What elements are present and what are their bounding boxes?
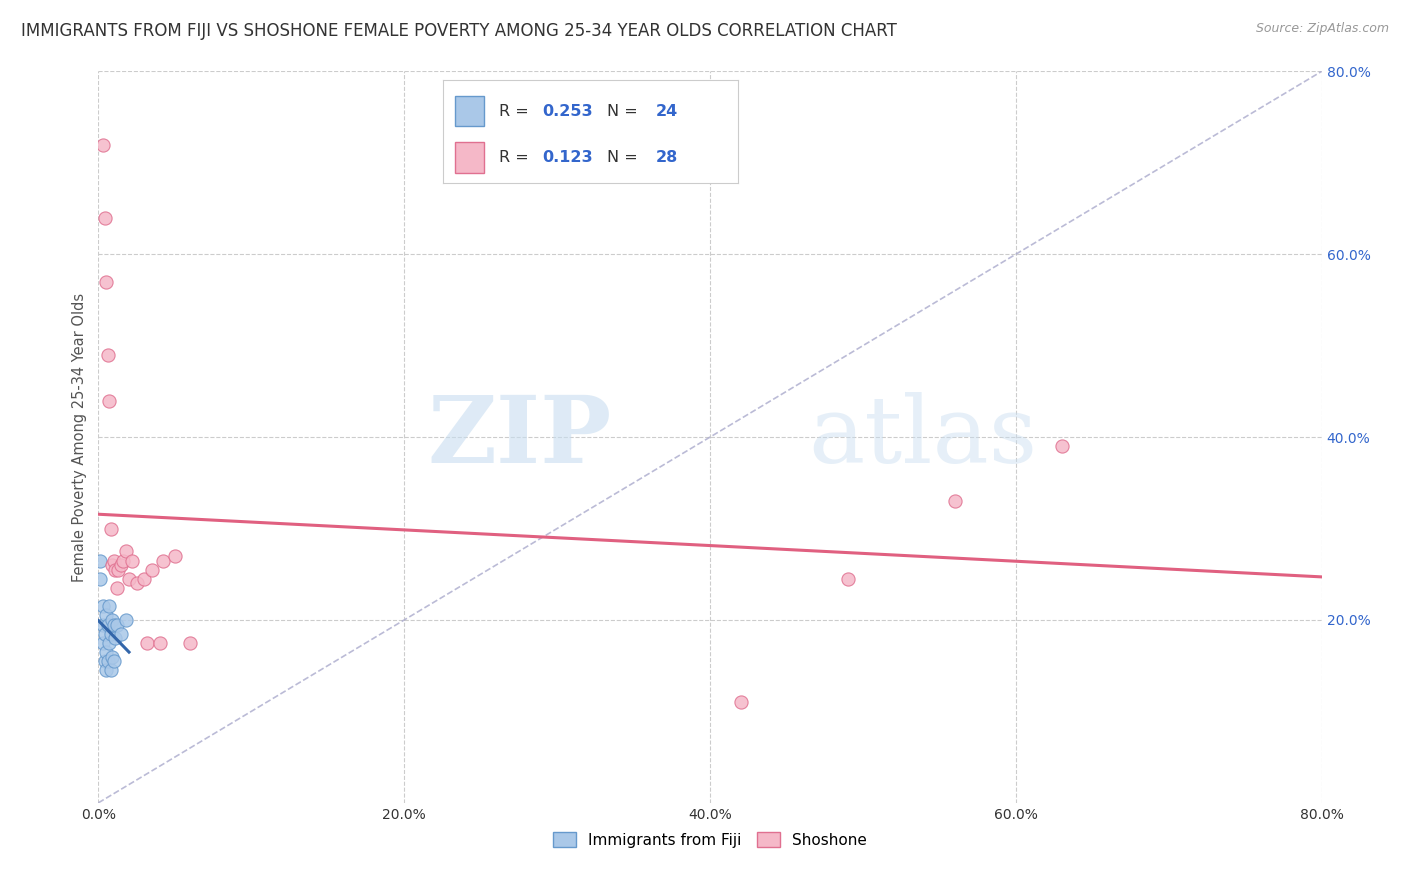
Point bbox=[93, 626, 115, 640]
FancyBboxPatch shape bbox=[454, 95, 484, 127]
Point bbox=[91, 599, 114, 614]
Point bbox=[98, 636, 121, 650]
Point bbox=[94, 663, 117, 677]
Point bbox=[100, 663, 122, 677]
Point bbox=[136, 636, 159, 650]
Text: ZIP: ZIP bbox=[427, 392, 612, 482]
Point bbox=[152, 553, 174, 567]
Point bbox=[104, 632, 127, 646]
Point bbox=[100, 626, 122, 640]
Point bbox=[104, 563, 127, 577]
Point bbox=[98, 599, 121, 614]
Text: 0.253: 0.253 bbox=[541, 103, 592, 119]
Point bbox=[101, 649, 124, 664]
Point bbox=[107, 563, 129, 577]
Point bbox=[91, 137, 114, 152]
Point bbox=[837, 572, 859, 586]
Point bbox=[97, 654, 120, 668]
Text: 0.123: 0.123 bbox=[541, 150, 592, 165]
Text: Source: ZipAtlas.com: Source: ZipAtlas.com bbox=[1256, 22, 1389, 36]
Point bbox=[101, 613, 124, 627]
Point bbox=[110, 626, 132, 640]
Point bbox=[89, 553, 111, 567]
Point bbox=[103, 654, 125, 668]
Point bbox=[93, 654, 115, 668]
Point bbox=[94, 275, 117, 289]
Point bbox=[93, 211, 115, 225]
Point bbox=[118, 572, 141, 586]
Point bbox=[179, 636, 201, 650]
FancyBboxPatch shape bbox=[454, 142, 484, 173]
Point bbox=[101, 558, 124, 573]
Text: N =: N = bbox=[607, 103, 643, 119]
Point bbox=[91, 636, 114, 650]
Point bbox=[94, 645, 117, 659]
Point bbox=[163, 549, 186, 563]
Point bbox=[111, 553, 134, 567]
Text: atlas: atlas bbox=[808, 392, 1038, 482]
Point bbox=[149, 636, 172, 650]
Point bbox=[730, 695, 752, 709]
Text: N =: N = bbox=[607, 150, 643, 165]
Point bbox=[94, 608, 117, 623]
Point bbox=[125, 576, 148, 591]
Point bbox=[103, 553, 125, 567]
Text: 28: 28 bbox=[655, 150, 678, 165]
Point bbox=[98, 393, 121, 408]
Point bbox=[115, 613, 138, 627]
Point bbox=[115, 544, 138, 558]
Point bbox=[141, 563, 163, 577]
Point bbox=[121, 553, 143, 567]
Point bbox=[97, 617, 120, 632]
Text: R =: R = bbox=[499, 150, 534, 165]
Point bbox=[1050, 439, 1073, 453]
Point bbox=[97, 348, 120, 362]
Point bbox=[91, 617, 114, 632]
Y-axis label: Female Poverty Among 25-34 Year Olds: Female Poverty Among 25-34 Year Olds bbox=[72, 293, 87, 582]
Legend: Immigrants from Fiji, Shoshone: Immigrants from Fiji, Shoshone bbox=[547, 825, 873, 854]
Text: R =: R = bbox=[499, 103, 534, 119]
Point bbox=[103, 617, 125, 632]
Text: 24: 24 bbox=[655, 103, 678, 119]
Point bbox=[943, 494, 966, 508]
Point bbox=[110, 558, 132, 573]
Point bbox=[105, 617, 128, 632]
Text: IMMIGRANTS FROM FIJI VS SHOSHONE FEMALE POVERTY AMONG 25-34 YEAR OLDS CORRELATIO: IMMIGRANTS FROM FIJI VS SHOSHONE FEMALE … bbox=[21, 22, 897, 40]
Point bbox=[134, 572, 156, 586]
Point bbox=[100, 521, 122, 535]
Point bbox=[89, 572, 111, 586]
Point bbox=[105, 581, 128, 595]
